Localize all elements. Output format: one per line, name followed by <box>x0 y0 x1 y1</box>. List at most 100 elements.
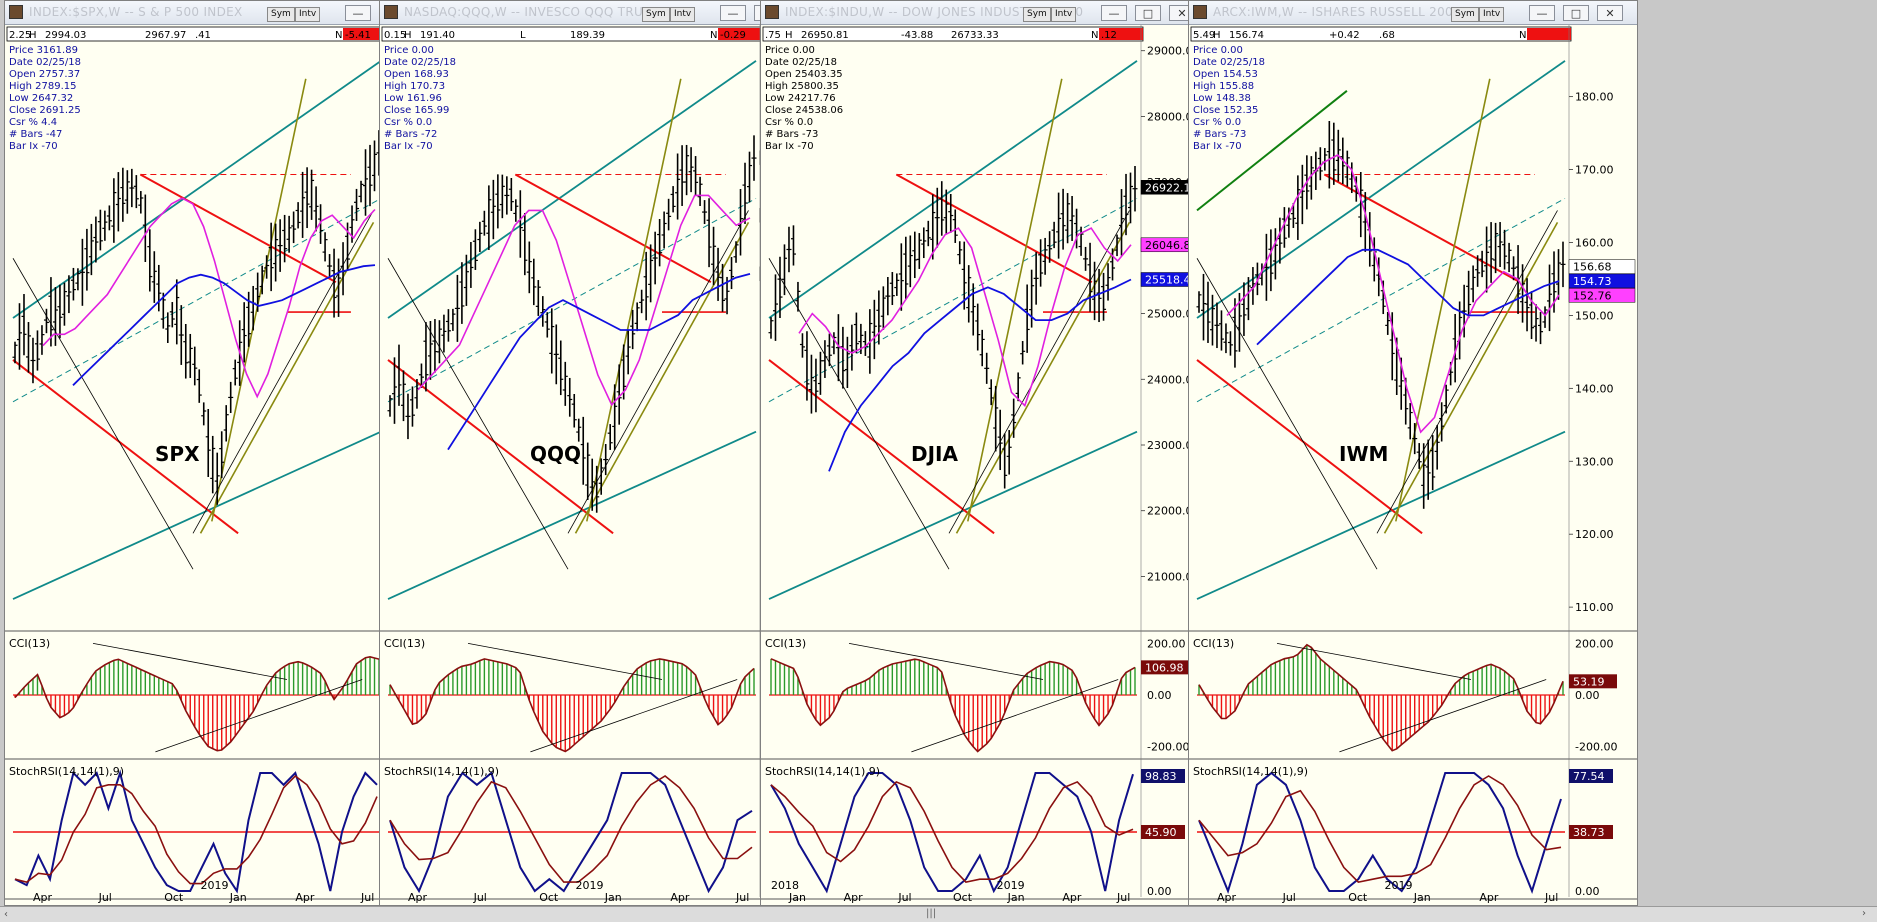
price-bar <box>831 332 837 355</box>
maximize-button[interactable]: □ <box>1135 5 1161 21</box>
maximize-button[interactable]: □ <box>1563 5 1589 21</box>
chart-window-4[interactable]: ARCX:IWM,W -- ISHARES RUSSELL 2000 ET Sym… <box>1188 0 1638 906</box>
price-bar <box>1006 430 1012 475</box>
info-line: Date 02/25/18 <box>384 57 456 68</box>
price-bar <box>1506 242 1512 273</box>
price-bar <box>1529 291 1535 340</box>
price-bar <box>147 229 153 292</box>
price-bar <box>621 344 627 400</box>
price-bar <box>1430 435 1436 491</box>
price-bar <box>876 290 882 345</box>
symbol-button[interactable]: Sym <box>1451 7 1479 22</box>
symbol-button[interactable]: Sym <box>642 7 670 22</box>
price-bar <box>544 312 550 338</box>
info-line: Close 2691.25 <box>9 105 81 116</box>
price-bar <box>988 379 994 406</box>
chart-svg-4[interactable]: 5.49H 156.74 +0.42 .68 N 180.00 170.00 160.00 15… <box>1189 1 1637 905</box>
info-line: Price 0.00 <box>384 45 434 56</box>
chart-window-3[interactable]: INDEX:$INDU,W -- DOW JONES INDUSTRIALS 3… <box>760 0 1210 906</box>
x-tick-label: Jul <box>897 891 911 904</box>
info-line: Date 02/25/18 <box>9 57 81 68</box>
price-bar <box>43 308 49 334</box>
price-bar <box>454 274 460 342</box>
price-bar <box>1407 402 1413 440</box>
price-bar <box>1065 193 1071 244</box>
price-bar <box>670 186 676 213</box>
info-line: Bar Ix -70 <box>765 141 814 152</box>
price-bar <box>930 194 936 260</box>
cci-label: CCI(13) <box>1193 637 1234 650</box>
year-marker: 2019 <box>997 879 1025 892</box>
price-bar <box>102 210 108 241</box>
price-bar <box>1123 173 1129 236</box>
x-tick-label: Jul <box>473 891 487 904</box>
info-line: # Bars -73 <box>1193 129 1246 140</box>
price-bar <box>549 308 555 374</box>
price-bar <box>1042 237 1048 275</box>
stochrsi-label: StochRSI(14,14(1),9) <box>9 765 124 778</box>
header-field-a: 0.15 <box>384 30 406 41</box>
price-bar <box>1542 306 1548 328</box>
interval-button[interactable]: Intv <box>1051 7 1077 22</box>
price-tick-label: 24000.00 <box>1147 373 1200 386</box>
price-bar <box>826 333 832 367</box>
window-titlebar[interactable]: ARCX:IWM,W -- ISHARES RUSSELL 2000 ET Sym… <box>1189 1 1637 25</box>
price-tick-label: 22000.00 <box>1147 505 1200 518</box>
price-bar <box>957 241 963 265</box>
price-bar <box>450 308 456 331</box>
price-bar <box>1241 282 1247 336</box>
price-bar <box>729 257 735 290</box>
symbol-button[interactable]: Sym <box>1023 7 1051 22</box>
ma-long-line <box>447 273 751 451</box>
price-bar <box>777 256 783 318</box>
scroll-right-arrow[interactable]: › <box>1862 908 1866 919</box>
price-bar <box>400 370 406 422</box>
time-x-axis: Apr Jul Oct Jan Apr Jul 2019 <box>1217 879 1558 904</box>
x-tick-label: Jul <box>360 891 374 904</box>
minimize-button[interactable]: — <box>1529 5 1555 21</box>
price-bar <box>286 215 292 253</box>
price-bar <box>1078 226 1084 256</box>
minimize-button[interactable]: — <box>720 5 746 21</box>
horizontal-scrollbar[interactable]: ‹ ||| › <box>0 906 1877 922</box>
scroll-thumb-grip[interactable]: ||| <box>926 908 937 919</box>
price-bar <box>567 377 573 417</box>
close-button[interactable]: ✕ <box>1597 5 1623 21</box>
price-bar <box>1560 241 1566 288</box>
price-bar <box>481 210 487 236</box>
price-bars <box>768 165 1138 489</box>
info-line: Price 0.00 <box>765 45 815 56</box>
symbol-button[interactable]: Sym <box>267 7 295 22</box>
price-bar <box>1002 433 1008 489</box>
price-bar <box>513 199 519 222</box>
price-bar <box>1533 304 1539 342</box>
info-line: Csr % 0.0 <box>384 117 432 128</box>
price-bar <box>409 386 415 427</box>
chart-window-2[interactable]: NASDAQ:QQQ,W -- INVESCO QQQ TRUST Sym Intv… <box>379 0 829 906</box>
price-bar <box>711 226 717 286</box>
window-titlebar[interactable]: INDEX:$INDU,W -- DOW JONES INDUSTRIALS 3… <box>761 1 1209 25</box>
price-bar <box>1299 164 1305 225</box>
price-bar <box>1114 234 1120 257</box>
price-tick-label: 170.00 <box>1575 164 1614 177</box>
header-field-g: -5.41 <box>345 30 371 41</box>
chart-svg-3[interactable]: .75 H 26950.81 -43.88 26733.33 N .12 29000.00 28… <box>761 1 1209 905</box>
price-bar <box>16 303 22 370</box>
x-tick-label: Oct <box>1348 891 1368 904</box>
header-field-e: .41 <box>195 30 211 41</box>
minimize-button[interactable]: — <box>345 5 371 21</box>
minimize-button[interactable]: — <box>1101 5 1127 21</box>
price-bar <box>993 385 999 452</box>
price-bar <box>1069 195 1075 241</box>
price-bar <box>75 268 81 291</box>
x-tick-label: Jan <box>1007 891 1025 904</box>
interval-button[interactable]: Intv <box>670 7 696 22</box>
interval-button[interactable]: Intv <box>295 7 321 22</box>
x-tick-label: Jan <box>229 891 247 904</box>
price-bar <box>214 452 220 505</box>
scroll-left-arrow[interactable]: ‹ <box>4 909 8 920</box>
interval-button[interactable]: Intv <box>1479 7 1505 22</box>
price-bar <box>504 176 510 215</box>
price-bar <box>598 458 604 495</box>
price-bar <box>1214 302 1220 349</box>
